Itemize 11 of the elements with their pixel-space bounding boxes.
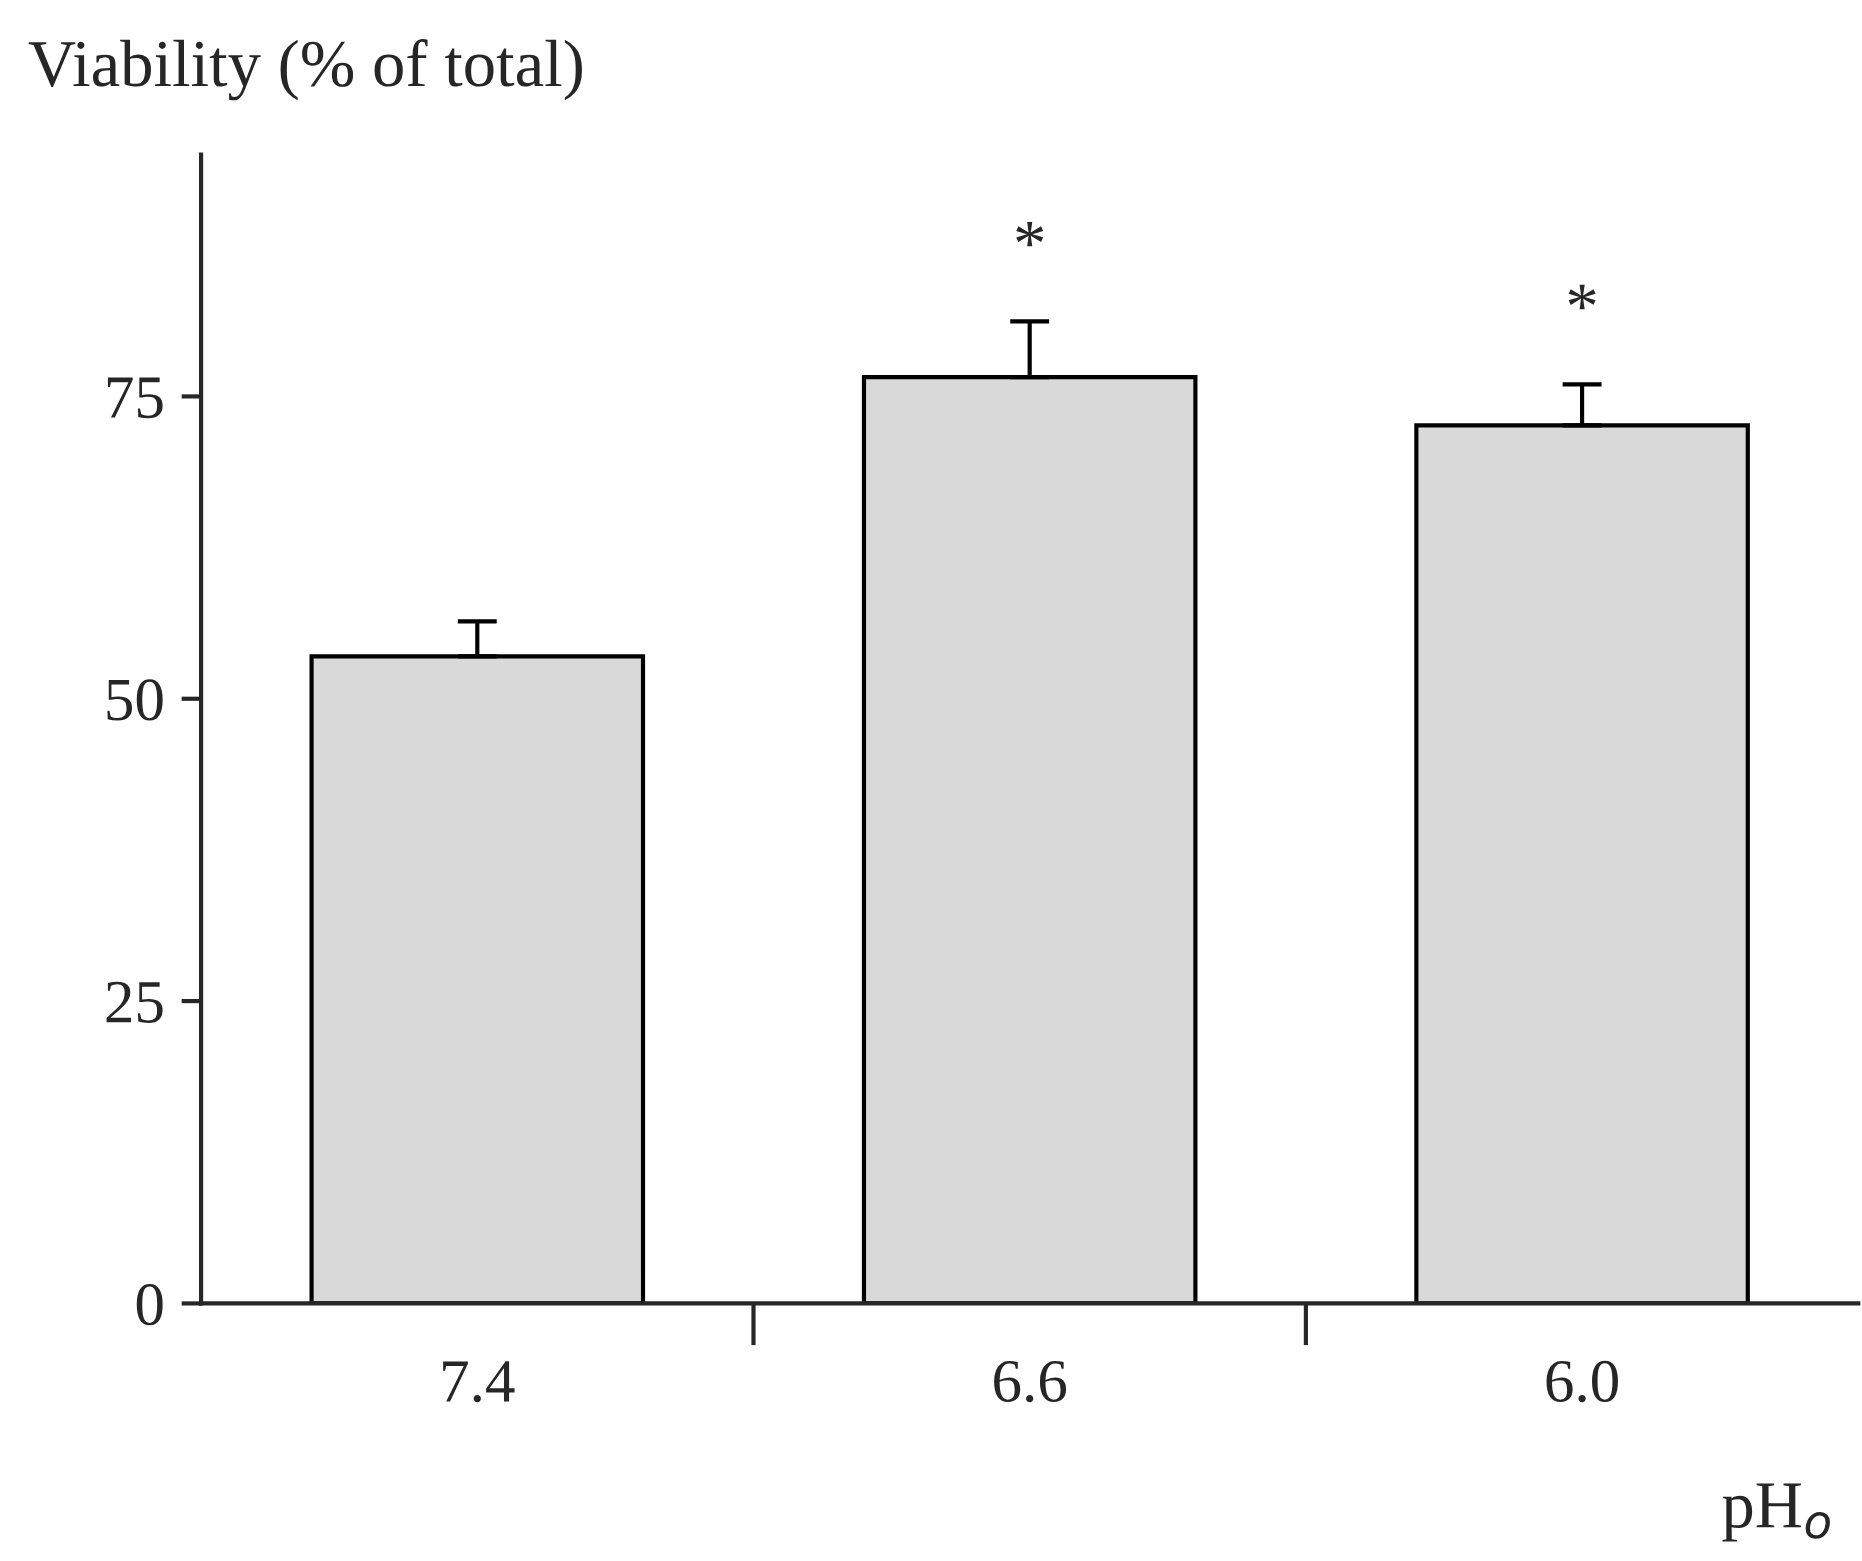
y-tick-label: 0 [136, 1284, 163, 1326]
annotation: * [1016, 221, 1044, 247]
y-tick-label: 50 [107, 679, 163, 721]
y-axis-title: Viability (% of total) [28, 39, 582, 101]
x-tick-label: 6.6 [994, 1360, 1067, 1403]
x-axis-title: pH$_{o}$ [1722, 1483, 1830, 1542]
x-tick-label: 6.0 [1546, 1360, 1618, 1403]
x-tick-label: 7.4 [443, 1361, 515, 1403]
annotation: * [1568, 284, 1596, 310]
y-tick-label: 25 [106, 981, 163, 1023]
y-tick-label: 75 [107, 377, 163, 419]
